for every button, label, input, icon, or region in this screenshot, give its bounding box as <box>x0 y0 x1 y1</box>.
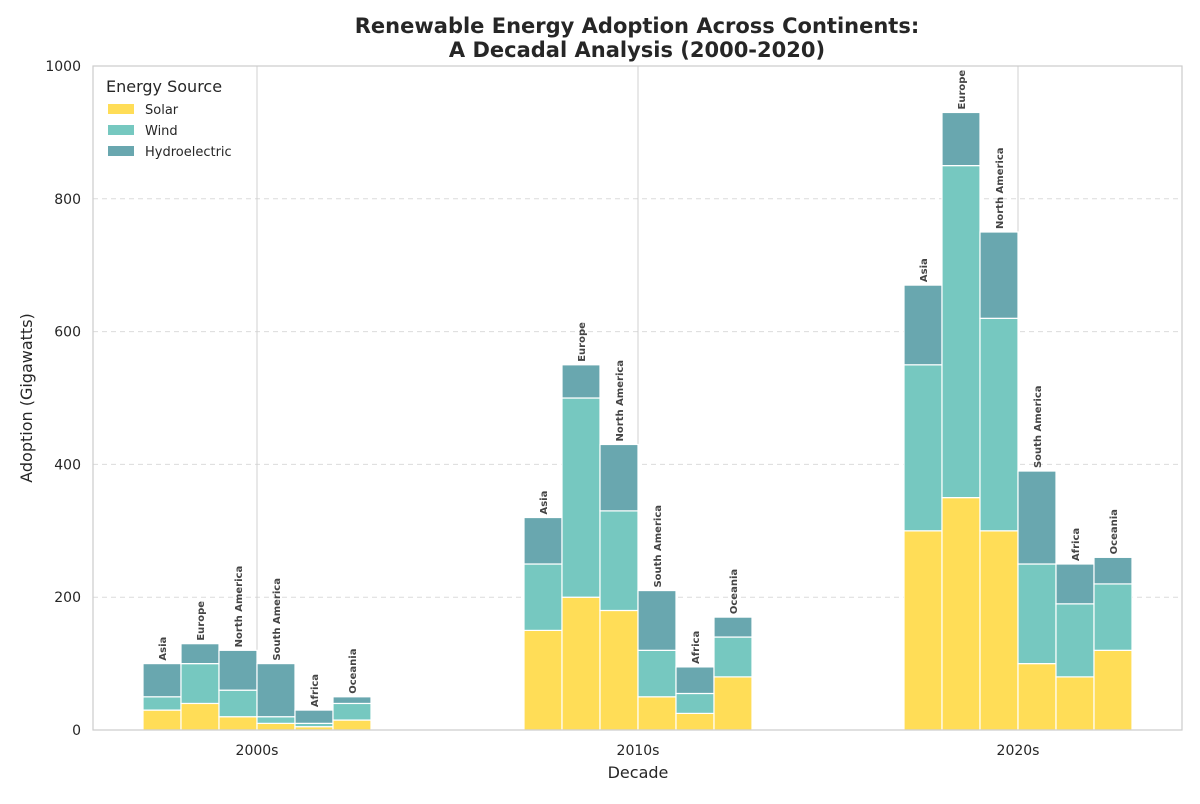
bar-solar-2020s-north-america <box>979 530 1019 731</box>
y-tick-label: 0 <box>72 723 81 739</box>
bar-solar-2010s-europe <box>561 596 601 731</box>
bar-hydroelectric-2020s-south-america <box>1017 470 1057 565</box>
bar-solar-2020s-south-america <box>1017 662 1057 731</box>
bar-solar-2000s-oceania <box>332 719 372 731</box>
chart-title-line-1: Renewable Energy Adoption Across Contine… <box>354 14 920 38</box>
bar-wind-2020s-south-america <box>1017 563 1057 665</box>
bar-group-label: Oceania <box>1109 509 1120 554</box>
bar-solar-2010s-oceania <box>713 676 753 731</box>
bar-group-label: South America <box>272 578 283 661</box>
bar-wind-2010s-asia <box>523 563 563 632</box>
chart-title: Renewable Energy Adoption Across Contine… <box>0 14 1200 62</box>
bar-group-label: Europe <box>577 322 588 362</box>
legend-label-hydroelectric: Hydroelectric <box>145 145 232 160</box>
bar-group-label: Asia <box>919 258 930 282</box>
plot-frame <box>92 65 1183 731</box>
bar-wind-2020s-oceania <box>1093 583 1133 651</box>
bar-hydroelectric-2010s-north-america <box>599 443 639 512</box>
bar-group-label: North America <box>234 566 245 648</box>
bar-hydroelectric-2020s-europe <box>941 111 981 167</box>
bar-wind-2000s-asia <box>142 696 182 711</box>
y-tick-label: 800 <box>54 192 81 208</box>
bar-group-label: South America <box>1033 385 1044 468</box>
bar-hydroelectric-2010s-asia <box>523 516 563 565</box>
y-tick-label: 200 <box>54 590 81 606</box>
y-tick-label: 600 <box>54 325 81 341</box>
legend-swatch-solar <box>108 104 134 114</box>
bar-group-label: Asia <box>539 491 550 515</box>
bar-wind-2010s-africa <box>675 692 715 714</box>
y-tick-label: 1000 <box>45 59 81 75</box>
x-tick-label: 2010s <box>617 743 660 759</box>
bar-solar-2010s-asia <box>523 629 563 731</box>
bar-hydroelectric-2010s-oceania <box>713 616 753 638</box>
bar-group-label: Europe <box>957 70 968 110</box>
bar-group-label: Africa <box>691 631 702 664</box>
bar-group-label: Europe <box>196 601 207 641</box>
bar-hydroelectric-2020s-africa <box>1055 563 1095 605</box>
bar-solar-2000s-south-america <box>256 722 296 731</box>
bar-hydroelectric-2000s-africa <box>294 709 334 724</box>
bar-group-label: North America <box>995 147 1006 229</box>
legend-title: Energy Source <box>106 77 222 96</box>
chart-title-line-2: A Decadal Analysis (2000-2020) <box>448 38 826 62</box>
bar-solar-2010s-south-america <box>637 696 677 731</box>
bar-solar-2020s-europe <box>941 497 981 731</box>
bar-wind-2010s-north-america <box>599 510 639 612</box>
bar-hydroelectric-2010s-africa <box>675 666 715 695</box>
bar-wind-2020s-north-america <box>979 317 1019 532</box>
legend: Energy Source Solar Wind Hydroelectric <box>106 77 232 160</box>
bar-solar-2020s-asia <box>903 530 943 731</box>
bar-hydroelectric-2010s-south-america <box>637 589 677 651</box>
bar-group-label: Oceania <box>729 569 740 614</box>
bar-wind-2000s-europe <box>180 662 220 705</box>
bar-hydroelectric-2000s-oceania <box>332 696 372 705</box>
bar-solar-2010s-africa <box>675 712 715 731</box>
legend-label-wind: Wind <box>145 124 178 139</box>
bar-hydroelectric-2020s-asia <box>903 284 943 366</box>
x-tick-label: 2020s <box>997 743 1040 759</box>
bar-hydroelectric-2000s-asia <box>142 662 182 698</box>
bar-wind-2000s-north-america <box>218 689 258 718</box>
bar-wind-2010s-south-america <box>637 649 677 698</box>
bar-group-label: Africa <box>310 674 321 707</box>
bar-solar-2020s-oceania <box>1093 649 1133 731</box>
bar-wind-2020s-asia <box>903 364 943 532</box>
y-axis-label: Adoption (Gigawatts) <box>17 313 36 483</box>
bar-group-label: Africa <box>1071 528 1082 561</box>
bar-hydroelectric-2000s-europe <box>180 643 220 665</box>
bar-hydroelectric-2020s-oceania <box>1093 556 1133 585</box>
bar-wind-2000s-south-america <box>256 716 296 724</box>
bar-wind-2020s-europe <box>941 165 981 499</box>
bar-hydroelectric-2020s-north-america <box>979 231 1019 319</box>
x-axis-label: Decade <box>608 763 669 782</box>
legend-swatch-wind <box>108 125 134 135</box>
legend-swatch-hydroelectric <box>108 146 134 156</box>
bar-wind-2000s-oceania <box>332 702 372 721</box>
bar-hydroelectric-2000s-north-america <box>218 649 258 691</box>
bar-hydroelectric-2010s-europe <box>561 364 601 399</box>
bar-group-label: South America <box>653 505 664 588</box>
bar-wind-2010s-oceania <box>713 636 753 678</box>
bar-hydroelectric-2000s-south-america <box>256 662 296 718</box>
y-tick-label: 400 <box>54 457 81 473</box>
bar-wind-2010s-europe <box>561 397 601 598</box>
bar-solar-2020s-africa <box>1055 676 1095 731</box>
bar-solar-2000s-asia <box>142 709 182 731</box>
bar-solar-2010s-north-america <box>599 609 639 731</box>
bar-group-label: Asia <box>158 637 169 661</box>
bar-wind-2020s-africa <box>1055 603 1095 678</box>
x-tick-label: 2000s <box>236 743 279 759</box>
bar-solar-2000s-north-america <box>218 716 258 731</box>
bar-group-label: Oceania <box>348 649 359 694</box>
bar-solar-2000s-europe <box>180 702 220 731</box>
legend-label-solar: Solar <box>145 103 179 118</box>
bar-group-label: North America <box>615 360 626 442</box>
